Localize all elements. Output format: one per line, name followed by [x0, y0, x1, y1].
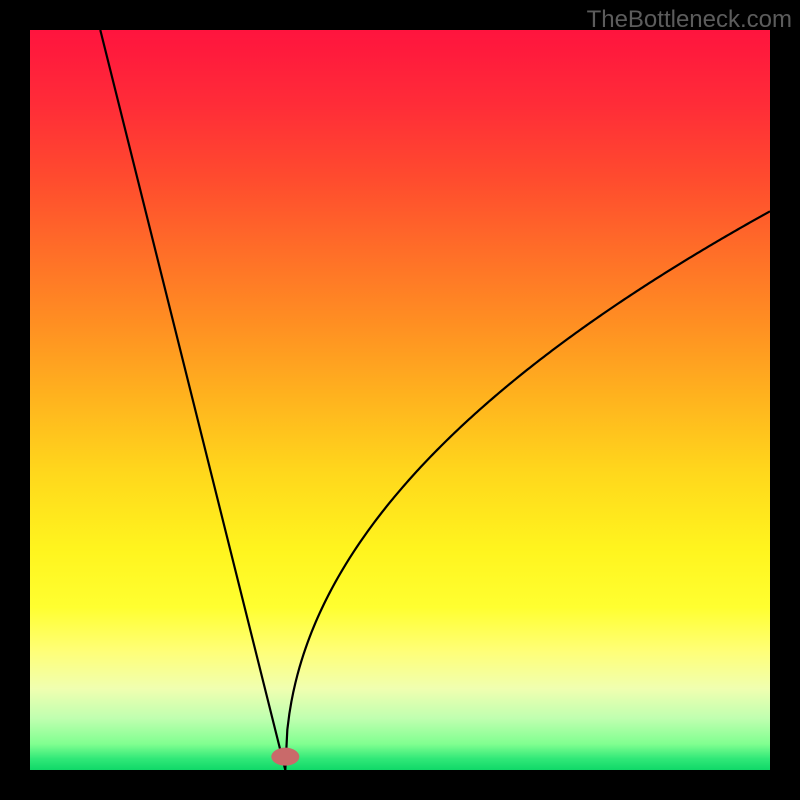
- gradient-background: [30, 30, 770, 770]
- chart-container: TheBottleneck.com: [0, 0, 800, 800]
- optimum-marker: [271, 748, 299, 766]
- watermark-text: TheBottleneck.com: [587, 6, 792, 34]
- plot-area: [30, 30, 770, 770]
